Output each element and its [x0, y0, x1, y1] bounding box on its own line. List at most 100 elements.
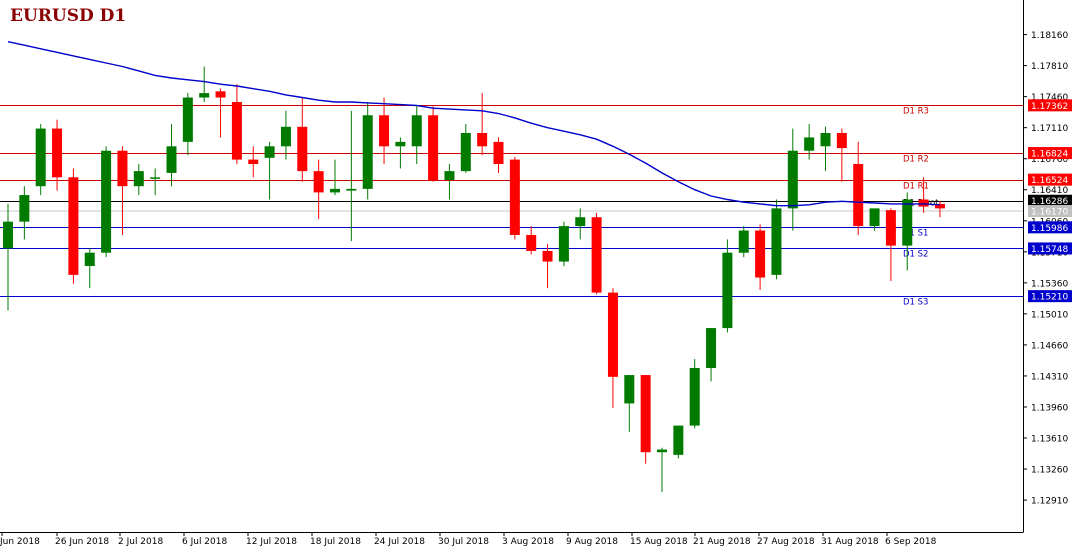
- candle-body: [411, 115, 422, 147]
- price-label-box: [1028, 99, 1072, 112]
- candle-body: [215, 91, 226, 98]
- candle-body: [526, 234, 537, 251]
- candle-body: [52, 128, 63, 178]
- candle-body: [575, 217, 586, 227]
- candle-body: [362, 115, 373, 189]
- candle-body: [934, 203, 945, 209]
- price-label-text: 1.16170: [1031, 208, 1068, 218]
- x-tick-label: 6 Sep 2018: [885, 537, 937, 547]
- candle-body: [101, 150, 112, 253]
- y-tick-label: 1.15360: [1031, 279, 1068, 289]
- x-tick-label: 30 Jul 2018: [438, 537, 489, 547]
- candle-body: [395, 141, 406, 147]
- x-tick-label: 26 Jun 2018: [55, 537, 109, 547]
- y-tick-label: 1.16760: [1031, 155, 1068, 165]
- x-tick-label: 27 Aug 2018: [757, 537, 815, 547]
- y-tick-label: 1.15010: [1031, 310, 1068, 320]
- x-tick-label: 31 Aug 2018: [821, 537, 879, 547]
- candle-body: [706, 328, 717, 368]
- candle-body: [428, 115, 439, 180]
- candle-body: [591, 217, 602, 293]
- x-tick-label: 3 Aug 2018: [502, 537, 554, 547]
- x-tick-label: 12 Jul 2018: [246, 537, 297, 547]
- candle-body: [231, 101, 242, 160]
- candle-body: [166, 146, 177, 173]
- candle-body: [787, 150, 798, 209]
- x-tick-label: 9 Aug 2018: [566, 537, 618, 547]
- candle-body: [918, 199, 929, 207]
- candle-body: [722, 252, 733, 329]
- pivot-level-label: D1 R2: [903, 155, 929, 165]
- x-tick-label: 6 Jul 2018: [182, 537, 227, 547]
- x-tick-label: 15 Aug 2018: [630, 537, 688, 547]
- candle-body: [820, 133, 831, 147]
- price-label-box: [1028, 290, 1072, 303]
- candle-body: [853, 164, 864, 227]
- price-label-text: 1.15748: [1031, 245, 1068, 255]
- y-tick-label: 1.13610: [1031, 435, 1068, 445]
- candle-body: [836, 133, 847, 149]
- chart-title: EURUSD D1: [10, 6, 127, 26]
- x-tick-label: 24 Jul 2018: [374, 537, 425, 547]
- pivot-level-label: D1 R1: [903, 182, 929, 192]
- pivot-level-label: D1 S2: [903, 250, 928, 260]
- candle-body: [493, 141, 504, 165]
- candle-body: [755, 230, 766, 278]
- candle-body: [673, 425, 684, 455]
- candle-body: [379, 115, 390, 147]
- pivot-level-label: D1 S1: [903, 229, 928, 239]
- candle-body: [869, 208, 880, 227]
- candle-body: [902, 199, 913, 246]
- candle-body: [297, 126, 308, 172]
- price-label-text: 1.16524: [1031, 176, 1068, 186]
- candle-body: [35, 128, 46, 187]
- candle-body: [199, 93, 210, 98]
- candle-body: [150, 177, 161, 179]
- candle-body: [640, 375, 651, 453]
- candle-body: [607, 292, 618, 377]
- y-tick-label: 1.17460: [1031, 93, 1068, 103]
- candle-body: [738, 230, 749, 253]
- y-tick-label: 1.12910: [1031, 497, 1068, 507]
- price-label-box: [1028, 194, 1072, 207]
- candle-body: [3, 221, 13, 249]
- y-tick-label: 1.17810: [1031, 62, 1068, 72]
- candle-body: [624, 375, 635, 404]
- candle-body: [264, 146, 275, 158]
- candle-body: [689, 367, 700, 426]
- price-label-box: [1028, 173, 1072, 186]
- candle-body: [133, 171, 144, 187]
- candle-body: [558, 226, 569, 262]
- x-tick-label: 18 Jul 2018: [310, 537, 361, 547]
- pivot-level-label: D1 R3: [903, 107, 929, 117]
- candle-body: [509, 159, 520, 235]
- price-label-box: [1028, 205, 1072, 218]
- y-tick-label: 1.13260: [1031, 466, 1068, 476]
- candle-body: [182, 97, 193, 142]
- candle-body: [460, 133, 471, 172]
- price-label-text: 1.16286: [1031, 197, 1068, 207]
- candle-body: [346, 188, 357, 191]
- candle-body: [771, 208, 782, 275]
- candle-body: [84, 252, 95, 266]
- price-label-text: 1.16824: [1031, 150, 1068, 160]
- candle-body: [477, 133, 488, 147]
- candle-body: [444, 171, 455, 180]
- price-label-box: [1028, 221, 1072, 234]
- candle-body: [804, 137, 815, 151]
- pivot-level-label: D1 S3: [903, 298, 928, 308]
- candle-body: [657, 449, 667, 453]
- candle-body: [19, 195, 30, 222]
- y-tick-label: 1.14660: [1031, 341, 1068, 351]
- y-tick-label: 1.16410: [1031, 186, 1068, 196]
- price-label-box: [1028, 147, 1072, 160]
- candle-body: [68, 177, 79, 275]
- candle-body: [885, 210, 896, 246]
- y-tick-label: 1.18160: [1031, 31, 1068, 41]
- y-tick-label: 1.17110: [1031, 124, 1068, 134]
- candle-body: [330, 188, 340, 193]
- candle-body: [117, 150, 128, 187]
- price-label-text: 1.15210: [1031, 293, 1068, 303]
